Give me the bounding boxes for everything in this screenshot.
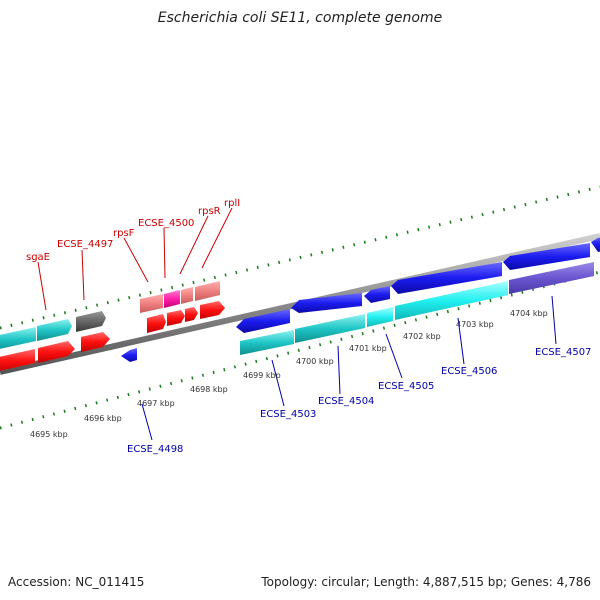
feature-blue-3[interactable]: [364, 286, 390, 303]
feature-blue-2[interactable]: [291, 293, 362, 313]
feature-cyan-f1[interactable]: [0, 327, 36, 351]
map-title: Escherichia coli SE11, complete genome: [158, 10, 442, 26]
gene-label-ecse4500[interactable]: ECSE_4500: [138, 218, 194, 229]
gene-label-rpsf[interactable]: rpsF: [113, 228, 135, 239]
feature-magenta-ecse4500[interactable]: [164, 290, 180, 308]
reverse-gene-labels: ECSE_4498 ECSE_4503 ECSE_4504 ECSE_4505 …: [127, 347, 591, 455]
gene-label-rpli[interactable]: rplI: [224, 198, 240, 209]
leader-ecse4498: [141, 403, 153, 441]
kbp-label: 4696 kbp: [84, 414, 122, 423]
outer-tick-ring-dots: [0, 185, 600, 330]
feature-red-f1[interactable]: [0, 349, 35, 373]
feature-pink-rpli[interactable]: [195, 281, 220, 301]
feature-red-sgae[interactable]: [81, 332, 110, 352]
kbp-label: 4697 kbp: [137, 399, 175, 408]
gene-label-ecse4505[interactable]: ECSE_4505: [378, 381, 434, 392]
feature-red-rps1[interactable]: [147, 314, 166, 333]
leader-ecse4505: [385, 333, 403, 379]
feature-blue-6[interactable]: [591, 236, 600, 252]
feature-red-f2[interactable]: [38, 341, 75, 363]
gene-label-ecse4507[interactable]: ECSE_4507: [535, 347, 591, 358]
leader-rpli: [201, 207, 233, 269]
kbp-label: 4702 kbp: [403, 332, 441, 341]
feature-pink-rpsf[interactable]: [140, 294, 163, 313]
kbp-label: 4698 kbp: [190, 385, 228, 394]
feature-blue-4[interactable]: [391, 262, 502, 294]
kbp-label: 4701 kbp: [349, 344, 387, 353]
gene-label-ecse4506[interactable]: ECSE_4506: [441, 366, 497, 377]
feature-blue-ecse4498[interactable]: [121, 348, 137, 362]
feature-cyan-r4[interactable]: [395, 281, 508, 320]
feature-cyan-r2[interactable]: [295, 314, 365, 343]
leader-ecse4503: [271, 359, 285, 407]
feature-pink-rpsr[interactable]: [181, 287, 193, 304]
gene-label-ecse4497[interactable]: ECSE_4497: [57, 239, 113, 250]
outer-tick-ring: [0, 185, 600, 330]
accession-text: Accession: NC_011415: [8, 575, 144, 589]
feature-cyan-r3[interactable]: [367, 307, 393, 327]
leader-ecse4506: [457, 317, 465, 365]
kbp-label: 4704 kbp: [510, 309, 548, 318]
feature-purple-ecse4507[interactable]: [509, 262, 594, 294]
feature-blue-1[interactable]: [236, 309, 290, 333]
leader-ecse4497: [81, 249, 85, 301]
leader-sgae: [37, 261, 47, 311]
gene-label-sgae[interactable]: sgaE: [26, 252, 50, 263]
feature-gray-ecse4497[interactable]: [76, 311, 106, 332]
gene-label-ecse4498[interactable]: ECSE_4498: [127, 444, 183, 455]
kbp-label: 4699 kbp: [243, 371, 281, 380]
feature-blue-5[interactable]: [503, 243, 590, 270]
label-leaders: [37, 207, 557, 441]
genome-summary-text: Topology: circular; Length: 4,887,515 bp…: [260, 575, 591, 589]
kbp-scale: 4695 kbp 4696 kbp 4697 kbp 4698 kbp 4699…: [30, 309, 548, 439]
feature-red-rps3[interactable]: [185, 307, 198, 322]
feature-cyan-f2[interactable]: [37, 319, 72, 341]
gene-label-ecse4503[interactable]: ECSE_4503: [260, 409, 316, 420]
leader-rpsf: [123, 237, 149, 283]
kbp-label: 4700 kbp: [296, 357, 334, 366]
leader-ecse4504: [337, 345, 341, 395]
gene-label-ecse4504[interactable]: ECSE_4504: [318, 396, 374, 407]
feature-red-rps2[interactable]: [167, 310, 185, 326]
reverse-strand-features: [121, 236, 600, 362]
leader-ecse4500: [163, 227, 166, 279]
feature-red-rps4[interactable]: [200, 301, 225, 319]
forward-gene-labels: sgaE ECSE_4497 rpsF ECSE_4500 rpsR rplI: [26, 198, 240, 263]
gene-label-rpsr[interactable]: rpsR: [198, 206, 221, 217]
kbp-label: 4703 kbp: [456, 320, 494, 329]
feature-cyan-r1[interactable]: [240, 330, 294, 355]
leader-rpsr: [179, 215, 209, 275]
forward-strand-features: [0, 281, 225, 373]
kbp-label: 4695 kbp: [30, 430, 68, 439]
leader-ecse4507: [551, 295, 557, 345]
